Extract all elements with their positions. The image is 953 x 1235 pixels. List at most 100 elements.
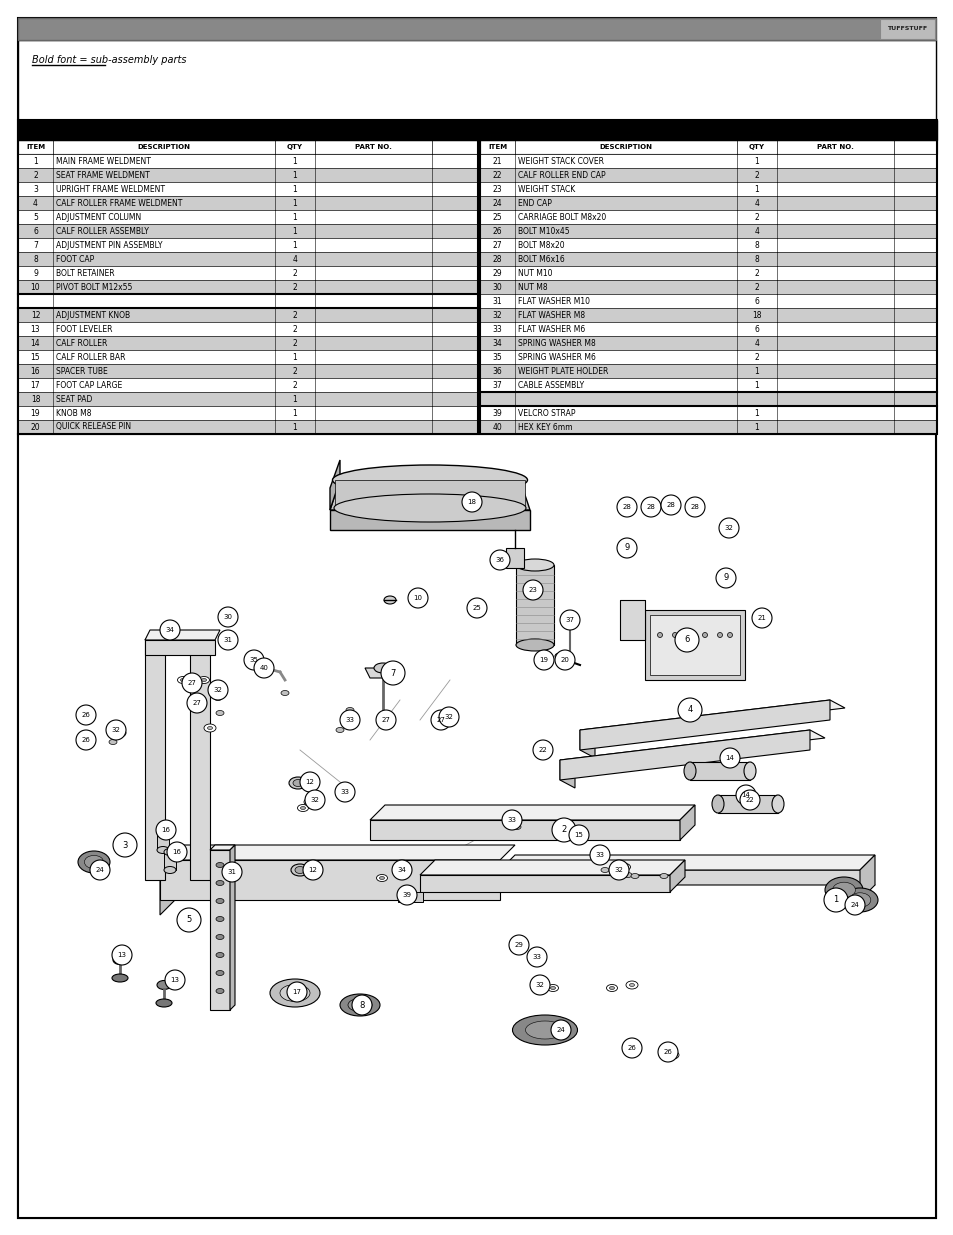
Circle shape	[720, 748, 740, 768]
Ellipse shape	[633, 1047, 640, 1052]
Polygon shape	[559, 730, 809, 781]
Circle shape	[617, 538, 637, 558]
Circle shape	[552, 818, 576, 842]
Bar	[879, 19, 934, 40]
Ellipse shape	[112, 974, 128, 982]
Circle shape	[551, 1020, 571, 1040]
Bar	[18, 280, 477, 294]
Ellipse shape	[717, 632, 721, 637]
Ellipse shape	[215, 862, 224, 867]
Bar	[18, 378, 477, 391]
Circle shape	[675, 629, 699, 652]
Text: 9: 9	[33, 268, 38, 278]
Bar	[479, 364, 936, 378]
Ellipse shape	[670, 1053, 675, 1056]
Bar	[18, 238, 477, 252]
Ellipse shape	[659, 873, 667, 878]
Ellipse shape	[397, 864, 408, 871]
Text: NUT M8: NUT M8	[517, 283, 547, 291]
Ellipse shape	[293, 779, 303, 787]
Circle shape	[303, 860, 323, 881]
Circle shape	[621, 1037, 641, 1058]
Ellipse shape	[208, 726, 213, 730]
Text: 28: 28	[493, 254, 501, 263]
Polygon shape	[330, 480, 530, 510]
Text: 2: 2	[754, 352, 759, 362]
Text: END CAP: END CAP	[517, 199, 551, 207]
Circle shape	[533, 740, 553, 760]
Circle shape	[76, 730, 96, 750]
Circle shape	[375, 710, 395, 730]
Text: 1: 1	[754, 409, 759, 417]
Text: 26: 26	[81, 737, 91, 743]
Text: 32: 32	[444, 714, 453, 720]
Text: 6: 6	[683, 636, 689, 645]
Text: 1: 1	[293, 212, 297, 221]
Text: FOOT LEVELER: FOOT LEVELER	[56, 325, 112, 333]
Bar	[18, 40, 935, 120]
Text: MAIN FRAME WELDMENT: MAIN FRAME WELDMENT	[56, 157, 151, 165]
Circle shape	[617, 496, 637, 517]
Circle shape	[112, 832, 137, 857]
Text: FLAT WASHER M8: FLAT WASHER M8	[517, 310, 584, 320]
Circle shape	[559, 610, 579, 630]
Ellipse shape	[117, 731, 122, 735]
Text: 2: 2	[560, 825, 566, 835]
Text: 33: 33	[345, 718, 355, 722]
Circle shape	[222, 862, 242, 882]
Bar	[479, 168, 936, 182]
Polygon shape	[679, 805, 695, 840]
Bar	[18, 391, 477, 406]
Bar	[397, 892, 422, 902]
Bar	[479, 336, 936, 350]
Circle shape	[509, 935, 529, 955]
Ellipse shape	[841, 888, 877, 911]
Text: 24: 24	[556, 1028, 565, 1032]
Ellipse shape	[180, 678, 185, 682]
Text: 35: 35	[492, 352, 502, 362]
Ellipse shape	[600, 867, 608, 872]
Ellipse shape	[555, 653, 564, 659]
Text: 31: 31	[492, 296, 502, 305]
Text: 12: 12	[30, 310, 40, 320]
Text: 4: 4	[754, 199, 759, 207]
Bar	[619, 600, 644, 640]
Circle shape	[160, 620, 180, 640]
Bar	[18, 294, 477, 308]
Text: 3: 3	[122, 841, 128, 850]
Text: 23: 23	[492, 184, 502, 194]
Text: 40: 40	[492, 422, 502, 431]
Text: BOLT RETAINER: BOLT RETAINER	[56, 268, 114, 278]
Text: ADJUSTMENT COLUMN: ADJUSTMENT COLUMN	[56, 212, 141, 221]
Text: 1: 1	[293, 422, 297, 431]
Ellipse shape	[109, 722, 117, 727]
Polygon shape	[689, 762, 749, 781]
Text: CALF ROLLER BAR: CALF ROLLER BAR	[56, 352, 126, 362]
Ellipse shape	[215, 935, 224, 940]
Text: 27: 27	[492, 241, 502, 249]
Text: FLAT WASHER M6: FLAT WASHER M6	[517, 325, 584, 333]
Text: 20: 20	[560, 657, 569, 663]
Circle shape	[461, 492, 481, 513]
Text: TUFFSTUFF: TUFFSTUFF	[886, 26, 926, 32]
Text: 12: 12	[308, 867, 317, 873]
Text: 27: 27	[193, 700, 201, 706]
Circle shape	[719, 517, 739, 538]
Text: 12: 12	[305, 779, 314, 785]
Bar	[479, 406, 936, 420]
Text: 36: 36	[492, 367, 502, 375]
Ellipse shape	[339, 994, 379, 1016]
Ellipse shape	[346, 708, 354, 713]
Text: 4: 4	[754, 338, 759, 347]
Text: 2: 2	[293, 367, 297, 375]
Bar	[479, 280, 936, 294]
Text: 25: 25	[472, 605, 481, 611]
Text: 8: 8	[33, 254, 38, 263]
Circle shape	[112, 945, 132, 965]
Bar	[18, 433, 935, 1218]
Text: 16: 16	[172, 848, 181, 855]
Bar	[479, 140, 936, 154]
Text: SPRING WASHER M8: SPRING WASHER M8	[517, 338, 595, 347]
Bar	[516, 564, 554, 645]
Bar	[644, 610, 744, 680]
